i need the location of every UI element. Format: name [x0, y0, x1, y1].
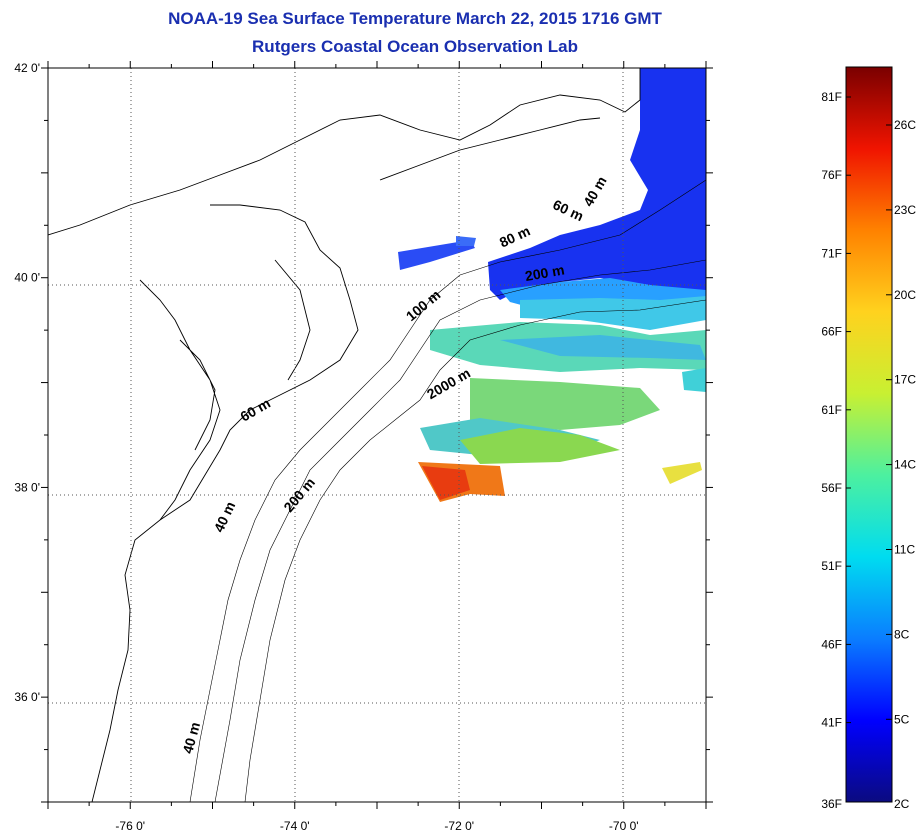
colorbar-label-fahrenheit: 76F — [821, 168, 842, 182]
colorbar-label-fahrenheit: 56F — [821, 481, 842, 495]
sst-patch-cold-northeast — [488, 68, 706, 300]
isobath-label: 100 m — [403, 286, 444, 324]
colorbar-label-celsius: 8C — [894, 627, 910, 641]
isobath-label: 80 m — [497, 222, 533, 250]
sst-patch-gulfstream-hot — [422, 466, 470, 500]
colorbar-labels: 81F 76F 71F 66F 61F 56F 51F 46F 41F 36F 26C 23C 20C 1… — [821, 90, 916, 811]
graticule — [48, 68, 706, 802]
sst-data-layer — [398, 68, 706, 502]
isobath-label: 60 m — [237, 395, 273, 425]
coastline-main — [48, 68, 641, 802]
chesapeake-bay — [139, 279, 221, 521]
lon-label: -70 0' — [609, 819, 639, 832]
lon-label: -74 0' — [280, 819, 310, 832]
colorbar-label-celsius: 11C — [894, 543, 915, 557]
sst-patch-slope-water — [520, 296, 706, 330]
sst-patch-gulfstream-green — [460, 428, 620, 464]
colorbar-label-celsius: 5C — [894, 712, 910, 726]
colorbar-label-fahrenheit: 81F — [821, 90, 842, 104]
colorbar-label-fahrenheit: 46F — [821, 637, 842, 651]
long-island — [379, 117, 601, 181]
colorbar-label-celsius: 14C — [894, 458, 916, 472]
sst-patch-cold-west — [456, 236, 476, 246]
lon-label: -76 0' — [115, 819, 145, 832]
colorbar-label-fahrenheit: 71F — [821, 246, 842, 260]
isobath-label: 40 m — [210, 499, 238, 535]
sst-patch-east-cyan — [682, 368, 706, 392]
colorbar-label-fahrenheit: 41F — [821, 716, 842, 730]
sst-patch-slope-mid — [500, 335, 706, 360]
axis-labels: 42 0' 40 0' 38 0' 36 0' -76 0' -74 0' -72 0' -7… — [14, 61, 638, 832]
lat-label: 38 0' — [14, 480, 40, 494]
isobath-label: 2000 m — [424, 365, 473, 403]
colorbar-label-celsius: 26C — [894, 118, 916, 132]
sst-patch-warm-band — [470, 378, 660, 430]
colorbar-label-fahrenheit: 61F — [821, 403, 842, 417]
coastline-layer — [48, 68, 706, 802]
lon-label: -72 0' — [444, 819, 474, 832]
colorbar-label-celsius: 2C — [894, 797, 910, 811]
colorbar-label-fahrenheit: 51F — [821, 559, 842, 573]
isobath-shelf — [189, 179, 706, 802]
colorbar-label-celsius: 20C — [894, 288, 916, 302]
map-frame — [47, 67, 707, 803]
lat-label: 42 0' — [14, 61, 40, 75]
colorbar-label-fahrenheit: 66F — [821, 325, 842, 339]
isobath-deep — [244, 299, 706, 802]
map-title: NOAA-19 Sea Surface Temperature March 22… — [168, 9, 662, 28]
lat-label: 36 0' — [14, 690, 40, 704]
isobath-label: 40 m — [179, 720, 203, 755]
colorbar-label-fahrenheit: 36F — [821, 797, 842, 811]
lat-label: 40 0' — [14, 271, 40, 285]
map-subtitle: Rutgers Coastal Ocean Observation Lab — [252, 37, 578, 56]
isobath-label: 200 m — [524, 261, 566, 284]
isobath-slope — [214, 259, 706, 802]
colorbar — [845, 66, 893, 803]
colorbar-label-celsius: 17C — [894, 373, 916, 387]
sst-patch-east-yellow — [662, 462, 702, 484]
colorbar-label-celsius: 23C — [894, 203, 916, 217]
sst-patch-cold-shelf — [398, 240, 475, 270]
delaware-bay — [274, 259, 311, 381]
isobath-label: 40 m — [580, 174, 610, 210]
axis-ticks — [41, 61, 713, 809]
